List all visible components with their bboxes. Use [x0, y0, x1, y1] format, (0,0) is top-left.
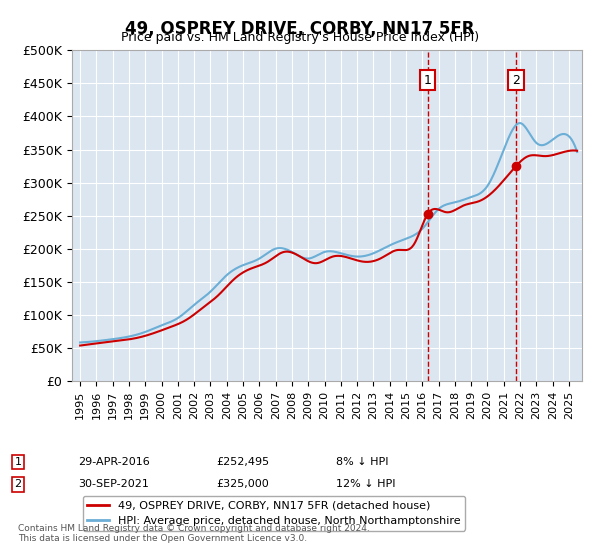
Text: 1: 1: [14, 457, 22, 467]
Text: 8% ↓ HPI: 8% ↓ HPI: [336, 457, 389, 467]
Text: 12% ↓ HPI: 12% ↓ HPI: [336, 479, 395, 489]
Text: 29-APR-2016: 29-APR-2016: [78, 457, 150, 467]
Text: 30-SEP-2021: 30-SEP-2021: [78, 479, 149, 489]
Text: 2: 2: [512, 73, 520, 87]
Text: 2: 2: [14, 479, 22, 489]
Text: £325,000: £325,000: [216, 479, 269, 489]
Text: 49, OSPREY DRIVE, CORBY, NN17 5FR: 49, OSPREY DRIVE, CORBY, NN17 5FR: [125, 20, 475, 38]
Text: £252,495: £252,495: [216, 457, 269, 467]
Legend: 49, OSPREY DRIVE, CORBY, NN17 5FR (detached house), HPI: Average price, detached: 49, OSPREY DRIVE, CORBY, NN17 5FR (detac…: [83, 496, 465, 530]
Text: Price paid vs. HM Land Registry's House Price Index (HPI): Price paid vs. HM Land Registry's House …: [121, 31, 479, 44]
Text: Contains HM Land Registry data © Crown copyright and database right 2024.
This d: Contains HM Land Registry data © Crown c…: [18, 524, 370, 543]
Text: 1: 1: [424, 73, 431, 87]
